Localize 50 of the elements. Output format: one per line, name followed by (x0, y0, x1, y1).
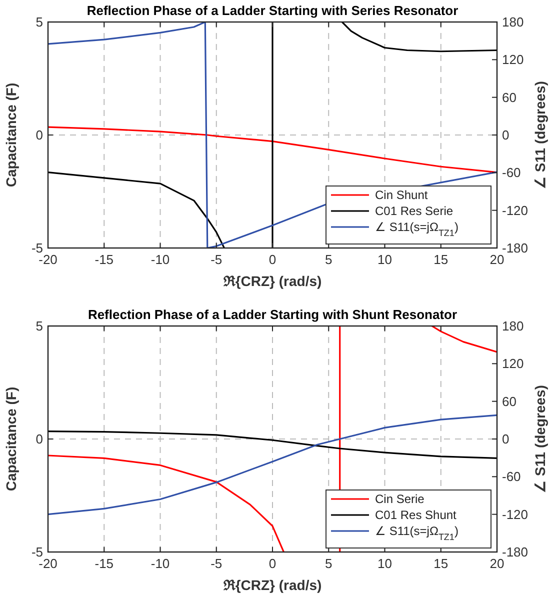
y-axis-title: Capacitance (F) (3, 82, 19, 188)
y-tick-label: 0 (36, 432, 43, 447)
x-tick-label: -15 (94, 556, 114, 571)
y2-tick-label: 120 (502, 356, 524, 372)
legend-label: Cin Shunt (375, 188, 428, 202)
chart-title: Reflection Phase of a Ladder Starting with Shunt Resonator (88, 307, 458, 322)
x-tick-label: 10 (378, 556, 392, 571)
x-tick-label: -15 (94, 252, 114, 267)
y2-tick-label: 180 (502, 318, 524, 334)
x-tick-label: -10 (150, 252, 170, 267)
y-tick-label: 5 (36, 14, 43, 30)
legend-label: C01 Res Shunt (375, 508, 458, 522)
x-tick-label: 0 (268, 252, 276, 267)
y2-tick-label: 180 (502, 14, 524, 30)
y2-tick-label: -120 (502, 202, 528, 218)
x-tick-label: 15 (434, 556, 448, 571)
x-tick-label: -5 (210, 556, 222, 571)
y2-tick-label: 60 (502, 90, 516, 105)
x-tick-label: 0 (268, 556, 276, 571)
y2-tick-label: -120 (502, 506, 528, 522)
x-axis-title: ℜ{CRZ} (rad/s) (222, 577, 322, 593)
y2-tick-label: -180 (502, 544, 528, 560)
y2-axis-title: ∠ S11 (degrees) (532, 385, 548, 493)
legend-label: ∠ S11(s=jΩ$_{TZ1}$) (375, 524, 458, 542)
legend-label: C01 Res Serie (375, 204, 454, 218)
x-tick-label: 20 (490, 556, 504, 571)
y2-tick-label: 120 (502, 52, 524, 68)
y2-tick-label: -180 (502, 240, 528, 256)
y-tick-label: 5 (36, 318, 43, 334)
x-tick-label: 5 (325, 556, 332, 571)
y-axis-title: Capacitance (F) (3, 386, 19, 492)
x-axis-title: ℜ{CRZ} (rad/s) (222, 273, 322, 289)
line-series (48, 430, 497, 460)
y-tick-label: 0 (36, 128, 43, 143)
x-tick-label: 15 (434, 252, 448, 267)
x-tick-label: 10 (378, 252, 392, 267)
line-series (48, 126, 497, 174)
x-tick-label: -5 (210, 252, 222, 267)
x-tick-label: 5 (325, 252, 332, 267)
y2-tick-label: 0 (502, 432, 510, 447)
y2-tick-label: -60 (502, 469, 521, 484)
legend-label: Cin Serie (375, 492, 425, 506)
x-tick-label: 20 (490, 252, 504, 267)
y2-axis-title: ∠ S11 (degrees) (532, 81, 548, 189)
y2-tick-label: -60 (502, 165, 521, 180)
y2-tick-label: 0 (502, 128, 510, 143)
legend-label: ∠ S11(s=jΩ$_{TZ1}$) (375, 220, 458, 238)
x-tick-label: -10 (150, 556, 170, 571)
y2-tick-label: 60 (502, 394, 516, 409)
chart-title: Reflection Phase of a Ladder Starting with Series Resonator (86, 3, 458, 18)
